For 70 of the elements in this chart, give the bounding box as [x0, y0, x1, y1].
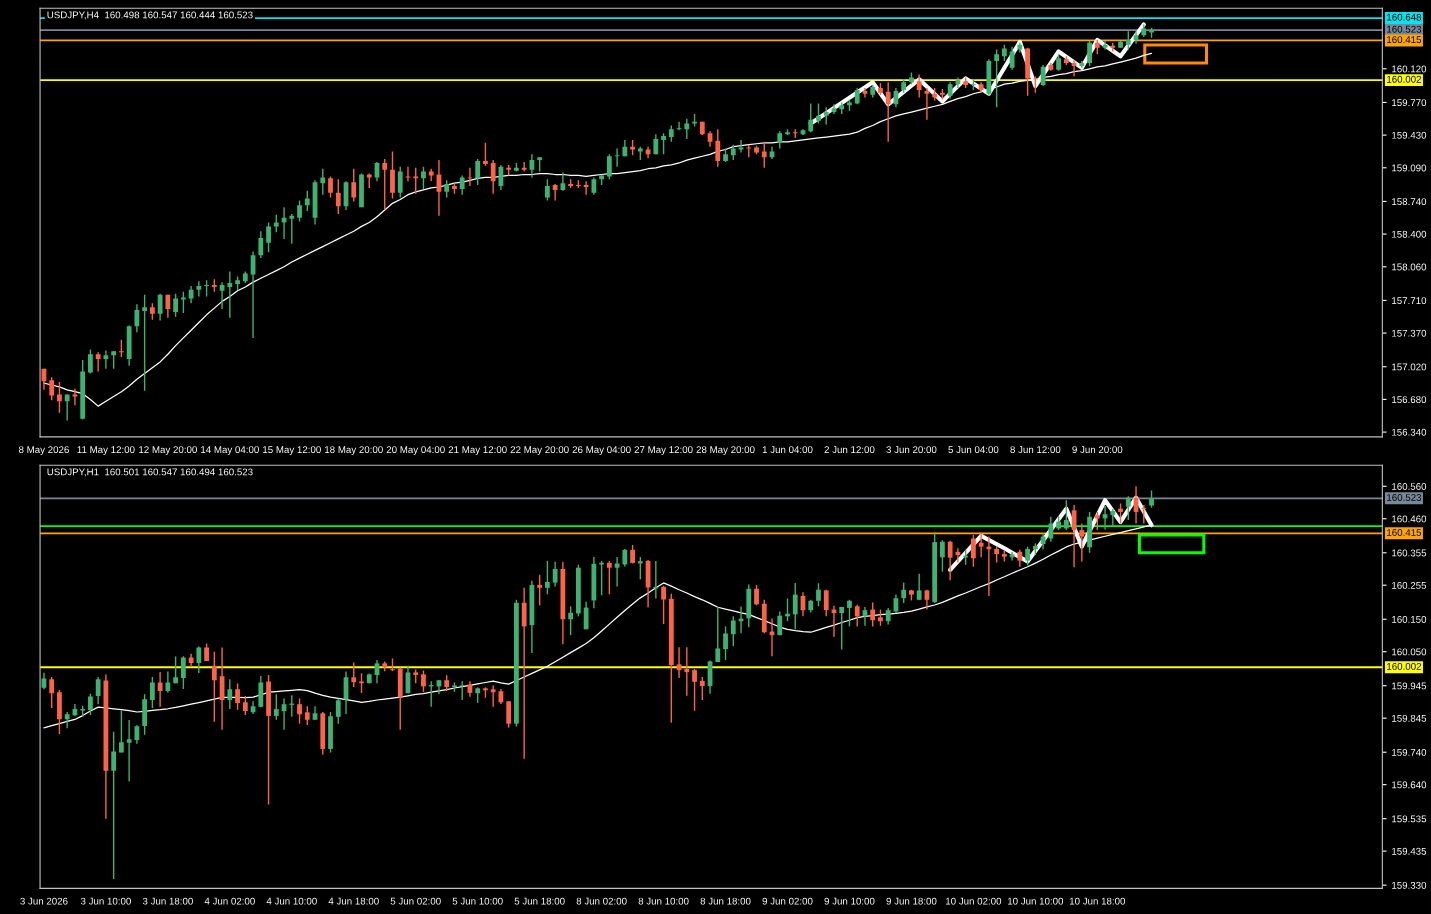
ref-line-label: 160.002 [1387, 662, 1422, 670]
x-tick-label: 22 May 20:00 [510, 446, 569, 455]
x-tick-label: 9 Jun 10:00 [824, 897, 875, 905]
x-tick-label: 9 Jun 20:00 [1072, 446, 1123, 454]
x-tick-label: 9 Jun 02:00 [762, 897, 813, 905]
x-tick-label: 21 May 12:00 [448, 446, 507, 455]
y-tick-label: 159.640 [1392, 781, 1427, 789]
x-tick-label: 9 Jun 18:00 [886, 897, 937, 905]
y-tick-label: 156.680 [1392, 396, 1427, 404]
y-tick-label: 158.060 [1392, 263, 1427, 271]
x-tick-label: 27 May 12:00 [634, 446, 693, 455]
y-tick-label: 159.845 [1392, 714, 1427, 722]
y-tick-label: 159.770 [1392, 99, 1427, 107]
x-tick-label: 8 Jun 18:00 [700, 897, 751, 905]
x-tick-label: 4 Jun 18:00 [328, 897, 379, 905]
x-tick-label: 10 Jun 10:00 [1007, 897, 1064, 905]
x-tick-label: 12 May 20:00 [139, 446, 197, 455]
ref-line-label: 160.415 [1387, 529, 1422, 536]
y-tick-label: 159.090 [1392, 164, 1427, 172]
ref-line-label: 160.002 [1387, 75, 1422, 83]
chart-title: USDJPY,H4 160.498 160.547 160.444 160.523 [47, 11, 253, 20]
y-tick-label: 159.435 [1392, 847, 1427, 855]
x-tick-label: 11 May 12:00 [77, 446, 135, 455]
y-tick-label: 160.255 [1392, 581, 1427, 589]
x-tick-label: 20 May 04:00 [386, 446, 445, 455]
y-tick-label: 160.150 [1392, 615, 1427, 623]
x-tick-label: 1 Jun 04:00 [762, 446, 813, 454]
x-tick-label: 4 Jun 02:00 [204, 897, 255, 905]
y-tick-label: 160.355 [1392, 549, 1427, 557]
y-tick-label: 157.710 [1392, 297, 1427, 305]
ref-line-label: 160.415 [1387, 36, 1422, 44]
x-tick-label: 10 Jun 02:00 [946, 897, 1002, 905]
x-tick-label: 3 Jun 2026 [20, 897, 68, 905]
x-tick-label: 14 May 04:00 [201, 446, 259, 455]
x-tick-label: 5 Jun 10:00 [452, 897, 503, 905]
x-tick-label: 5 Jun 04:00 [948, 446, 999, 454]
x-tick-label: 28 May 20:00 [696, 446, 755, 455]
y-tick-label: 159.330 [1392, 881, 1427, 889]
y-tick-label: 160.050 [1392, 648, 1427, 656]
x-tick-label: 3 Jun 10:00 [80, 897, 131, 905]
x-tick-label: 8 Jun 10:00 [638, 897, 689, 905]
y-tick-label: 157.020 [1392, 363, 1427, 371]
y-tick-label: 158.400 [1392, 230, 1427, 238]
ref-line-label: 160.648 [1387, 13, 1422, 21]
x-tick-label: 5 Jun 02:00 [390, 897, 441, 905]
y-tick-label: 159.740 [1392, 748, 1427, 756]
y-tick-label: 157.370 [1392, 329, 1427, 337]
x-tick-label: 3 Jun 20:00 [886, 446, 937, 454]
y-tick-label: 159.945 [1392, 682, 1427, 690]
y-tick-label: 159.430 [1392, 131, 1427, 139]
x-tick-label: 26 May 04:00 [572, 446, 631, 455]
y-tick-label: 159.535 [1392, 815, 1427, 823]
ref-line-label: 160.523 [1387, 25, 1422, 33]
x-tick-label: 10 Jun 18:00 [1069, 897, 1126, 905]
y-tick-label: 156.340 [1392, 428, 1427, 436]
y-tick-label: 160.460 [1392, 515, 1427, 523]
x-tick-label: 15 May 12:00 [263, 446, 321, 455]
ref-line-label: 160.523 [1387, 494, 1422, 501]
x-tick-label: 8 Jun 02:00 [576, 897, 627, 905]
x-tick-label: 8 May 2026 [18, 446, 69, 455]
x-tick-label: 2 Jun 12:00 [824, 446, 875, 454]
x-tick-label: 5 Jun 18:00 [514, 897, 565, 905]
x-tick-label: 8 Jun 12:00 [1010, 446, 1061, 454]
x-tick-label: 3 Jun 18:00 [142, 897, 193, 905]
y-tick-label: 160.120 [1392, 65, 1427, 73]
x-tick-label: 18 May 20:00 [325, 446, 383, 455]
x-tick-label: 4 Jun 10:00 [266, 897, 317, 905]
chart-title: USDJPY,H1 160.501 160.547 160.494 160.523 [47, 468, 253, 477]
y-tick-label: 160.560 [1392, 483, 1427, 490]
y-tick-label: 158.740 [1392, 198, 1427, 206]
